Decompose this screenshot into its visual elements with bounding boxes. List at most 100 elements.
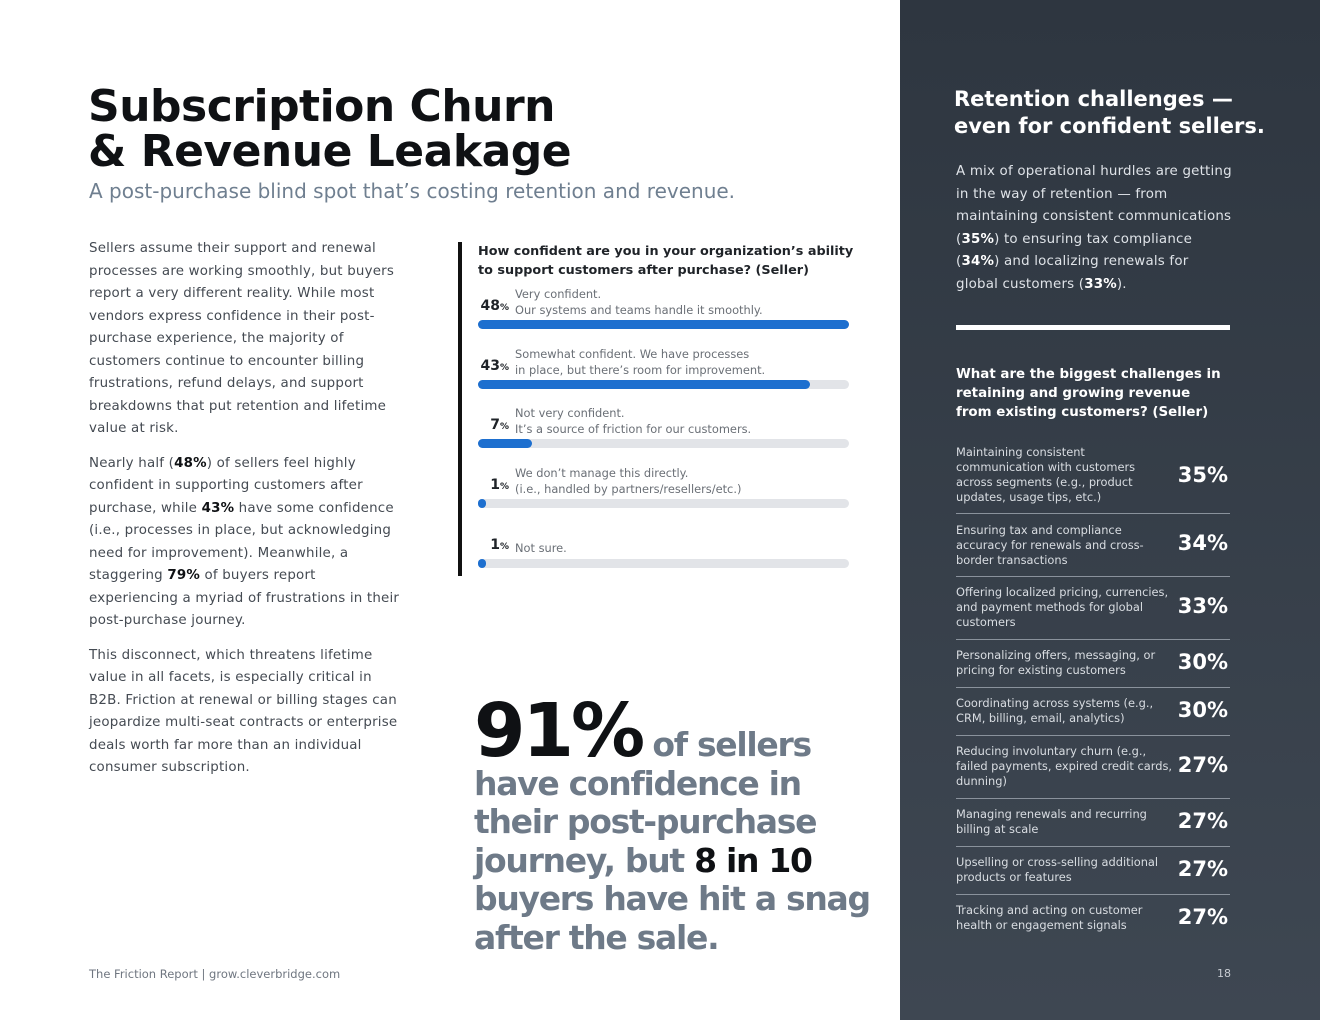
challenge-item: Ensuring tax and compliance accuracy for…	[956, 514, 1230, 577]
challenge-percentage: 33%	[1177, 594, 1228, 618]
bar-track	[478, 380, 849, 389]
bar-category-label: Not very confident. It’s a source of fric…	[515, 406, 851, 437]
sidebar-panel: Retention challenges — even for confiden…	[900, 0, 1320, 1020]
bar-track	[478, 439, 849, 448]
challenge-percentage: 30%	[1177, 698, 1228, 722]
challenge-label: Reducing involuntary churn (e.g., failed…	[956, 744, 1173, 788]
sidebar-question: What are the biggest challenges in retai…	[956, 367, 1221, 420]
challenge-label: Maintaining consistent communication wit…	[956, 445, 1136, 504]
page-subtitle: A post-purchase blind spot that’s costin…	[89, 179, 736, 203]
bar-value-label: 1%	[478, 537, 509, 553]
challenge-percentage: 30%	[1177, 650, 1228, 674]
challenge-item: Offering localized pricing, currencies, …	[956, 577, 1230, 640]
bar-value-unit: %	[499, 303, 509, 313]
bar-category-label-line: Not sure.	[515, 541, 567, 555]
bar-fill	[478, 380, 811, 389]
chart-question: How confident are you in your organizati…	[478, 244, 854, 278]
challenge-label: Coordinating across systems (e.g., CRM, …	[956, 696, 1154, 725]
bar-row: 43% Somewhat confident. We have processes…	[478, 347, 851, 408]
sidebar-intro-run: A mix of operational hurdles are getting…	[956, 164, 1232, 247]
page-title-line-1: Subscription Churn	[88, 81, 556, 132]
bar-category-label-line: Very confident.	[515, 287, 602, 301]
body-p2-run: 43%	[201, 500, 235, 516]
sidebar-intro-run: 35%	[961, 231, 995, 247]
challenge-label: Managing renewals and recurring billing …	[956, 807, 1147, 836]
bar-row: 48% Very confident. Our systems and teams …	[478, 287, 851, 348]
sidebar-intro-run: 33%	[1084, 276, 1117, 292]
bar-fill	[478, 439, 533, 448]
footer-text: The Friction Report | grow.cleverbridge.…	[89, 967, 341, 981]
sidebar-intro: A mix of operational hurdles are getting…	[956, 161, 1232, 296]
bar-value-unit: %	[499, 542, 509, 552]
sidebar-intro-run: ).	[1116, 276, 1127, 292]
bar-category-label: Very confident. Our systems and teams han…	[515, 287, 851, 318]
confidence-bar-chart: How confident are you in your organizati…	[458, 242, 862, 576]
sidebar-title-line-2: even for confident sellers.	[954, 114, 1265, 138]
stat-number: 91%	[474, 688, 645, 774]
bar-category-label: We don’t manage this directly. (i.e., han…	[515, 466, 851, 497]
bar-row: 1% Not sure.	[478, 527, 849, 587]
bar-value-unit: %	[499, 482, 509, 492]
challenge-item: Tracking and acting on customer health o…	[956, 895, 1230, 943]
page-title-line-2: & Revenue Leakage	[88, 126, 572, 177]
bar-value-number: 7	[490, 417, 500, 433]
stat-text-a: of sellers have confidence in their post…	[474, 725, 817, 880]
bar-fill	[478, 320, 849, 329]
bar-track	[478, 559, 849, 568]
sidebar-title: Retention challenges — even for confiden…	[954, 86, 1294, 140]
bar-value-label: 1%	[478, 477, 509, 493]
challenge-label: Personalizing offers, messaging, or pric…	[956, 648, 1156, 677]
bar-category-label-line: (i.e., handled by partners/resellers/etc…	[515, 481, 742, 496]
body-paragraph-3: This disconnect, which threatens lifetim…	[89, 647, 398, 776]
body-p2-run: 48%	[174, 455, 207, 471]
challenge-label: Upselling or cross-selling additional pr…	[956, 855, 1159, 884]
bar-category-label-line: We don’t manage this directly.	[515, 466, 689, 480]
challenge-percentage: 27%	[1177, 753, 1228, 777]
body-p2-run: Nearly half (	[89, 455, 175, 471]
challenge-percentage: 27%	[1177, 905, 1228, 929]
stat-text-b: buyers have hit a snag after the sale.	[474, 879, 871, 957]
challenge-item: Maintaining consistent communication wit…	[956, 443, 1230, 514]
bar-value-label: 7%	[478, 417, 509, 433]
challenge-item: Coordinating across systems (e.g., CRM, …	[956, 688, 1230, 736]
challenge-percentage: 27%	[1177, 857, 1228, 881]
challenge-percentage: 27%	[1177, 809, 1228, 833]
bar-fill	[478, 559, 486, 568]
bar-value-number: 48	[480, 298, 500, 314]
bar-category-label-line: Our systems and teams handle it smoothly…	[515, 302, 763, 317]
challenge-item: Upselling or cross-selling additional pr…	[956, 847, 1230, 895]
bar-track	[478, 499, 849, 508]
challenge-label: Offering localized pricing, currencies, …	[956, 585, 1169, 629]
bar-category-label-line: Not very confident.	[515, 406, 625, 420]
bar-track	[478, 320, 849, 329]
body-p2-run: ) of sellers feel highly confident in su…	[89, 455, 363, 516]
body-p2-run: 79%	[167, 568, 200, 583]
sidebar-title-line-1: Retention challenges —	[954, 87, 1233, 111]
bar-category-label-line: Somewhat confident. We have processes	[515, 347, 750, 361]
sidebar-intro-run: ) and localizing renewals for global cus…	[956, 254, 1189, 292]
sidebar-intro-run: 34%	[961, 254, 995, 269]
page-title: Subscription Churn & Revenue Leakage	[88, 81, 572, 177]
challenge-item: Personalizing offers, messaging, or pric…	[956, 640, 1230, 688]
challenge-percentage: 34%	[1177, 531, 1228, 555]
bar-fill	[478, 499, 486, 508]
bar-category-label: Somewhat confident. We have processes in …	[515, 347, 851, 378]
bar-row: 7% Not very confident. It’s a source of fr…	[478, 406, 851, 467]
bar-value-label: 43%	[478, 358, 509, 374]
sidebar-divider	[956, 325, 1230, 330]
body-paragraph-1: Sellers assume their support and renewal…	[89, 241, 395, 436]
headline-stat: 91% of sellers have confidence in their …	[474, 694, 884, 957]
bar-value-number: 1	[490, 537, 500, 553]
bar-category-label: Not sure.	[515, 541, 851, 557]
page-number: 18	[1217, 967, 1231, 980]
body-paragraph-2: Nearly half (48%) of sellers feel highly…	[89, 453, 401, 633]
bar-category-label-line: in place, but there’s room for improveme…	[515, 362, 766, 377]
body-text: Sellers assume their support and renewal…	[89, 238, 401, 792]
stat-highlight: 8 in 10	[694, 840, 813, 880]
challenge-label: Ensuring tax and compliance accuracy for…	[956, 523, 1144, 567]
body-p2-run: have some confidence (i.e., processes in…	[89, 500, 394, 584]
challenge-label: Tracking and acting on customer health o…	[956, 903, 1143, 932]
bar-row: 1% We don’t manage this directly. (i.e., h…	[478, 466, 851, 527]
challenge-percentage: 35%	[1177, 463, 1228, 487]
bar-value-label: 48%	[478, 298, 509, 314]
